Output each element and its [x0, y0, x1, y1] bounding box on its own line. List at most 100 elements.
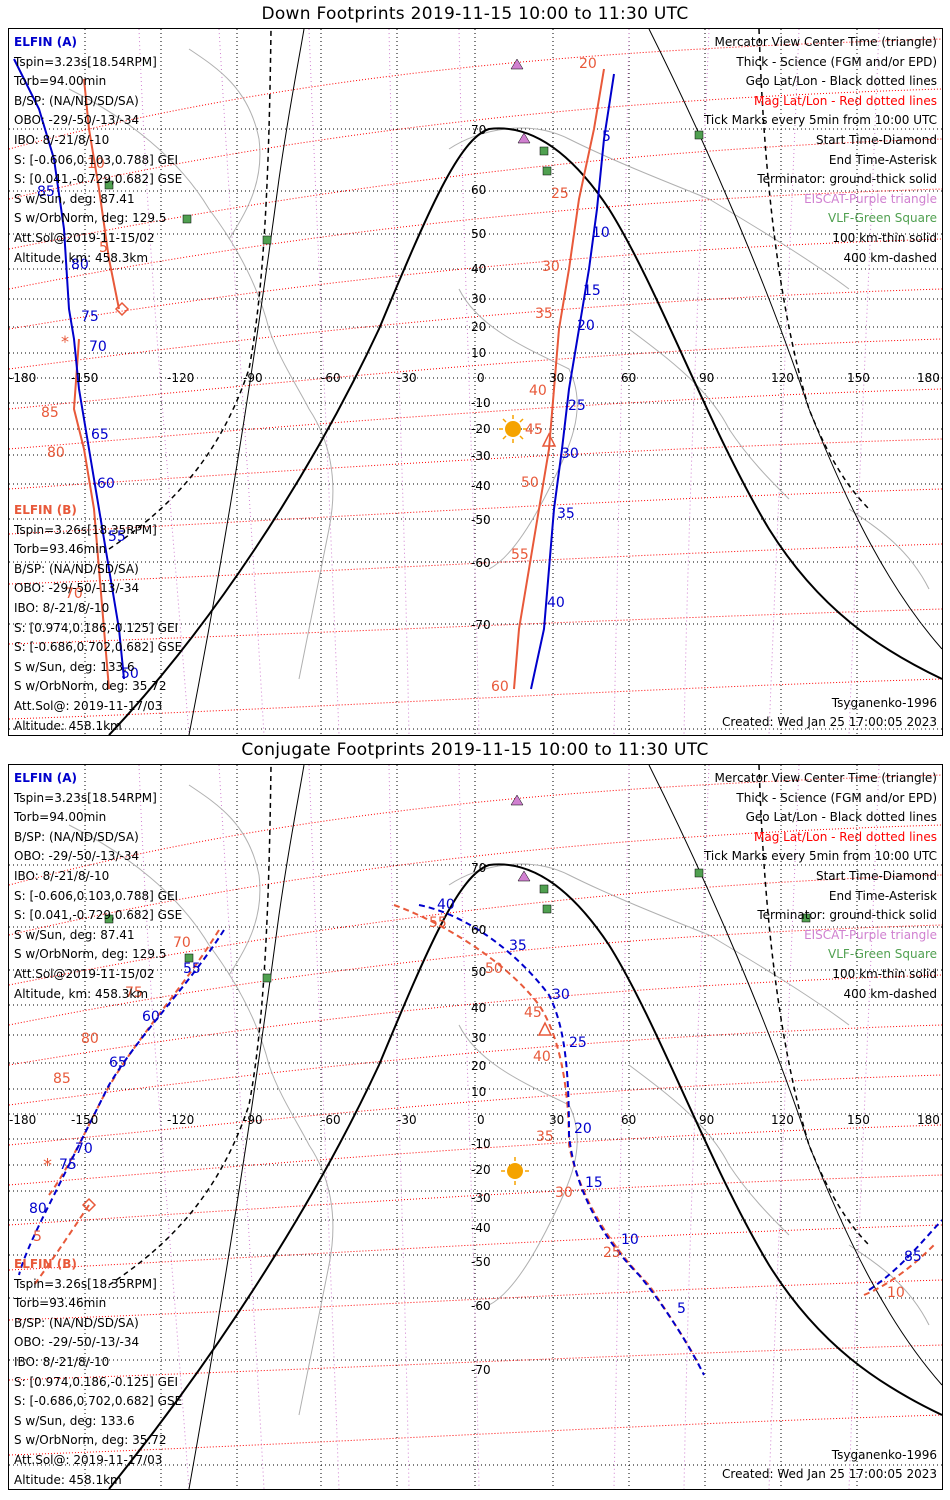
lat-label: 60: [471, 923, 487, 937]
lat-label: 30: [471, 1031, 487, 1045]
vlf-square-icon: [184, 953, 194, 963]
info-line: IBO: 8/-21/8/-10: [14, 868, 110, 883]
terminator-100km-west: [188, 29, 305, 735]
tick-label-b: 10: [87, 156, 105, 172]
down-map-canvas: *: [9, 29, 942, 735]
vlf-square-icon: [694, 130, 704, 140]
info-line: Altitude, km: 458.3km: [14, 986, 149, 1001]
lon-label: 180: [917, 1113, 940, 1127]
mag-meridians: [138, 765, 880, 1489]
terminator-ground: [108, 863, 942, 1489]
created-label: Created: Wed Jan 25 17:00:05 2023: [722, 1467, 937, 1481]
mag-meridians: [138, 29, 880, 735]
info-line: S w/OrbNorm, deg: 35.72: [14, 1433, 167, 1448]
elfin-b-conj-track-west-low: [33, 1204, 90, 1286]
info-line: S: [-0.606,0.103,0.788] GEI: [14, 152, 179, 167]
tick-label-a: 20: [577, 318, 595, 334]
vlf-square-icon: [104, 914, 114, 924]
lon-label: -60: [321, 371, 341, 385]
info-line: Altitude, km: 458.3km: [14, 250, 149, 265]
lon-label: 150: [847, 1113, 870, 1127]
legend-item: EISCAT-Purple triangle: [804, 927, 937, 942]
tick-label-b: 30: [555, 1185, 573, 1201]
elfin-a-track-east: [530, 73, 615, 690]
info-line: Att.Sol@: 2019-11-17/03: [14, 1452, 163, 1467]
tick-label-a: 10: [621, 1232, 639, 1248]
lon-label: -90: [243, 371, 263, 385]
info-line: S w/OrbNorm, deg: 129.5: [14, 211, 167, 226]
map-legend: Mercator View Center Time (triangle) Thi…: [704, 769, 937, 1004]
info-line: B/SP: (NA/ND/SD/SA): [14, 561, 139, 576]
tick-label-a: 20: [574, 1121, 592, 1137]
legend-item: End Time-Asterisk: [828, 152, 937, 167]
tick-label-b: 25: [603, 1245, 621, 1261]
info-line: Att.Sol@: 2019-11-17/03: [14, 698, 163, 713]
legend-item: Mercator View Center Time (triangle): [714, 771, 937, 785]
info-line: Torb=93.46min: [14, 542, 107, 557]
tick-label-a: 80: [71, 257, 89, 273]
info-line: OBO: -29/-50/-13/-34: [14, 1335, 140, 1350]
info-line: Torb=94.00min: [14, 810, 107, 825]
legend-item: Start Time-Diamond: [815, 132, 937, 147]
lon-label: -30: [397, 1113, 417, 1127]
legend-item: End Time-Asterisk: [828, 888, 937, 903]
info-line: S: [0.974,0.186,-0.125] GEI: [14, 1374, 179, 1389]
tick-label-a: 70: [89, 339, 107, 355]
elfin-b-info: ELFIN (B) Tspin=3.26s[18.35RPM] Torb=93.…: [14, 501, 182, 735]
info-line: B/SP: (NA/ND/SD/SA): [14, 93, 139, 108]
info-line: S w/Sun, deg: 133.6: [14, 1413, 135, 1428]
info-line: Tspin=3.26s[18.35RPM]: [14, 522, 157, 537]
legend-item: 400 km-dashed: [843, 986, 937, 1001]
lat-label: 40: [471, 262, 487, 276]
vlf-square-icon: [694, 868, 704, 878]
tick-label-b: 80: [47, 445, 65, 461]
elfin-b-track-west-top: [83, 78, 120, 310]
lon-label: -30: [397, 371, 417, 385]
elfin-a-track-west: [13, 58, 125, 680]
mag-grid: [9, 774, 942, 1456]
legend-item: Start Time-Diamond: [815, 868, 937, 883]
elfin-b-name: ELFIN (B): [14, 1257, 77, 1271]
info-line: S: [0.974,0.186,-0.125] GEI: [14, 620, 179, 635]
tick-label-b: 20: [579, 56, 597, 72]
info-line: S: [-0.606,0.103,0.788] GEI: [14, 888, 179, 903]
vlf-square-icon: [262, 973, 272, 983]
terminator-400km-east: [758, 765, 870, 1246]
legend-item: Geo Lat/Lon - Black dotted lines: [745, 74, 937, 89]
tick-label-a: 15: [583, 283, 601, 299]
terminator-ground: [108, 127, 942, 735]
lon-label: -180: [9, 371, 37, 385]
tick-label-b: 85: [53, 1071, 71, 1087]
sun-icon: [499, 415, 527, 443]
tick-label-a: 25: [568, 398, 586, 414]
info-line: B/SP: (NA/ND/SD/SA): [14, 829, 139, 844]
elfin-a-name: ELFIN (A): [14, 771, 77, 785]
legend-item: Thick - Science (FGM and/or EPD): [736, 790, 937, 805]
lon-label: 90: [699, 371, 715, 385]
tick-label-a: 25: [569, 1035, 587, 1051]
lat-label: 20: [471, 1059, 487, 1073]
info-line: S w/Sun, deg: 87.41: [14, 191, 135, 206]
terminator-400km-east: [758, 29, 870, 510]
lat-label: 50: [471, 965, 487, 979]
sun-icon: [501, 1157, 529, 1185]
tick-label-b: 55: [511, 547, 529, 563]
info-line: Tspin=3.23s[18.54RPM]: [14, 54, 157, 69]
legend-item: Tick Marks every 5min from 10:00 UTC: [703, 849, 937, 864]
info-line: Altitude: 458.1km: [14, 718, 122, 733]
tick-label-b: 60: [491, 679, 509, 695]
end-asterisk-icon: *: [61, 332, 69, 351]
lat-label: 70: [471, 861, 487, 875]
tick-label-a: 40: [547, 595, 565, 611]
info-line: S: [0.041,-0.729,0.682] GSE: [14, 172, 183, 187]
tick-label-b: 25: [551, 186, 569, 202]
tick-label-b: 10: [887, 1285, 905, 1301]
legend-item: 400 km-dashed: [843, 250, 937, 265]
tick-label-b: 40: [529, 383, 547, 399]
tick-label-a: 10: [592, 225, 610, 241]
legend-item: 100 km-thin solid: [832, 230, 937, 245]
tick-label-a: 30: [552, 987, 570, 1003]
info-line: Att.Sol@2019-11-15/02: [14, 230, 155, 245]
tick-label-b: 5: [33, 1229, 42, 1245]
lat-label: 20: [471, 320, 487, 334]
